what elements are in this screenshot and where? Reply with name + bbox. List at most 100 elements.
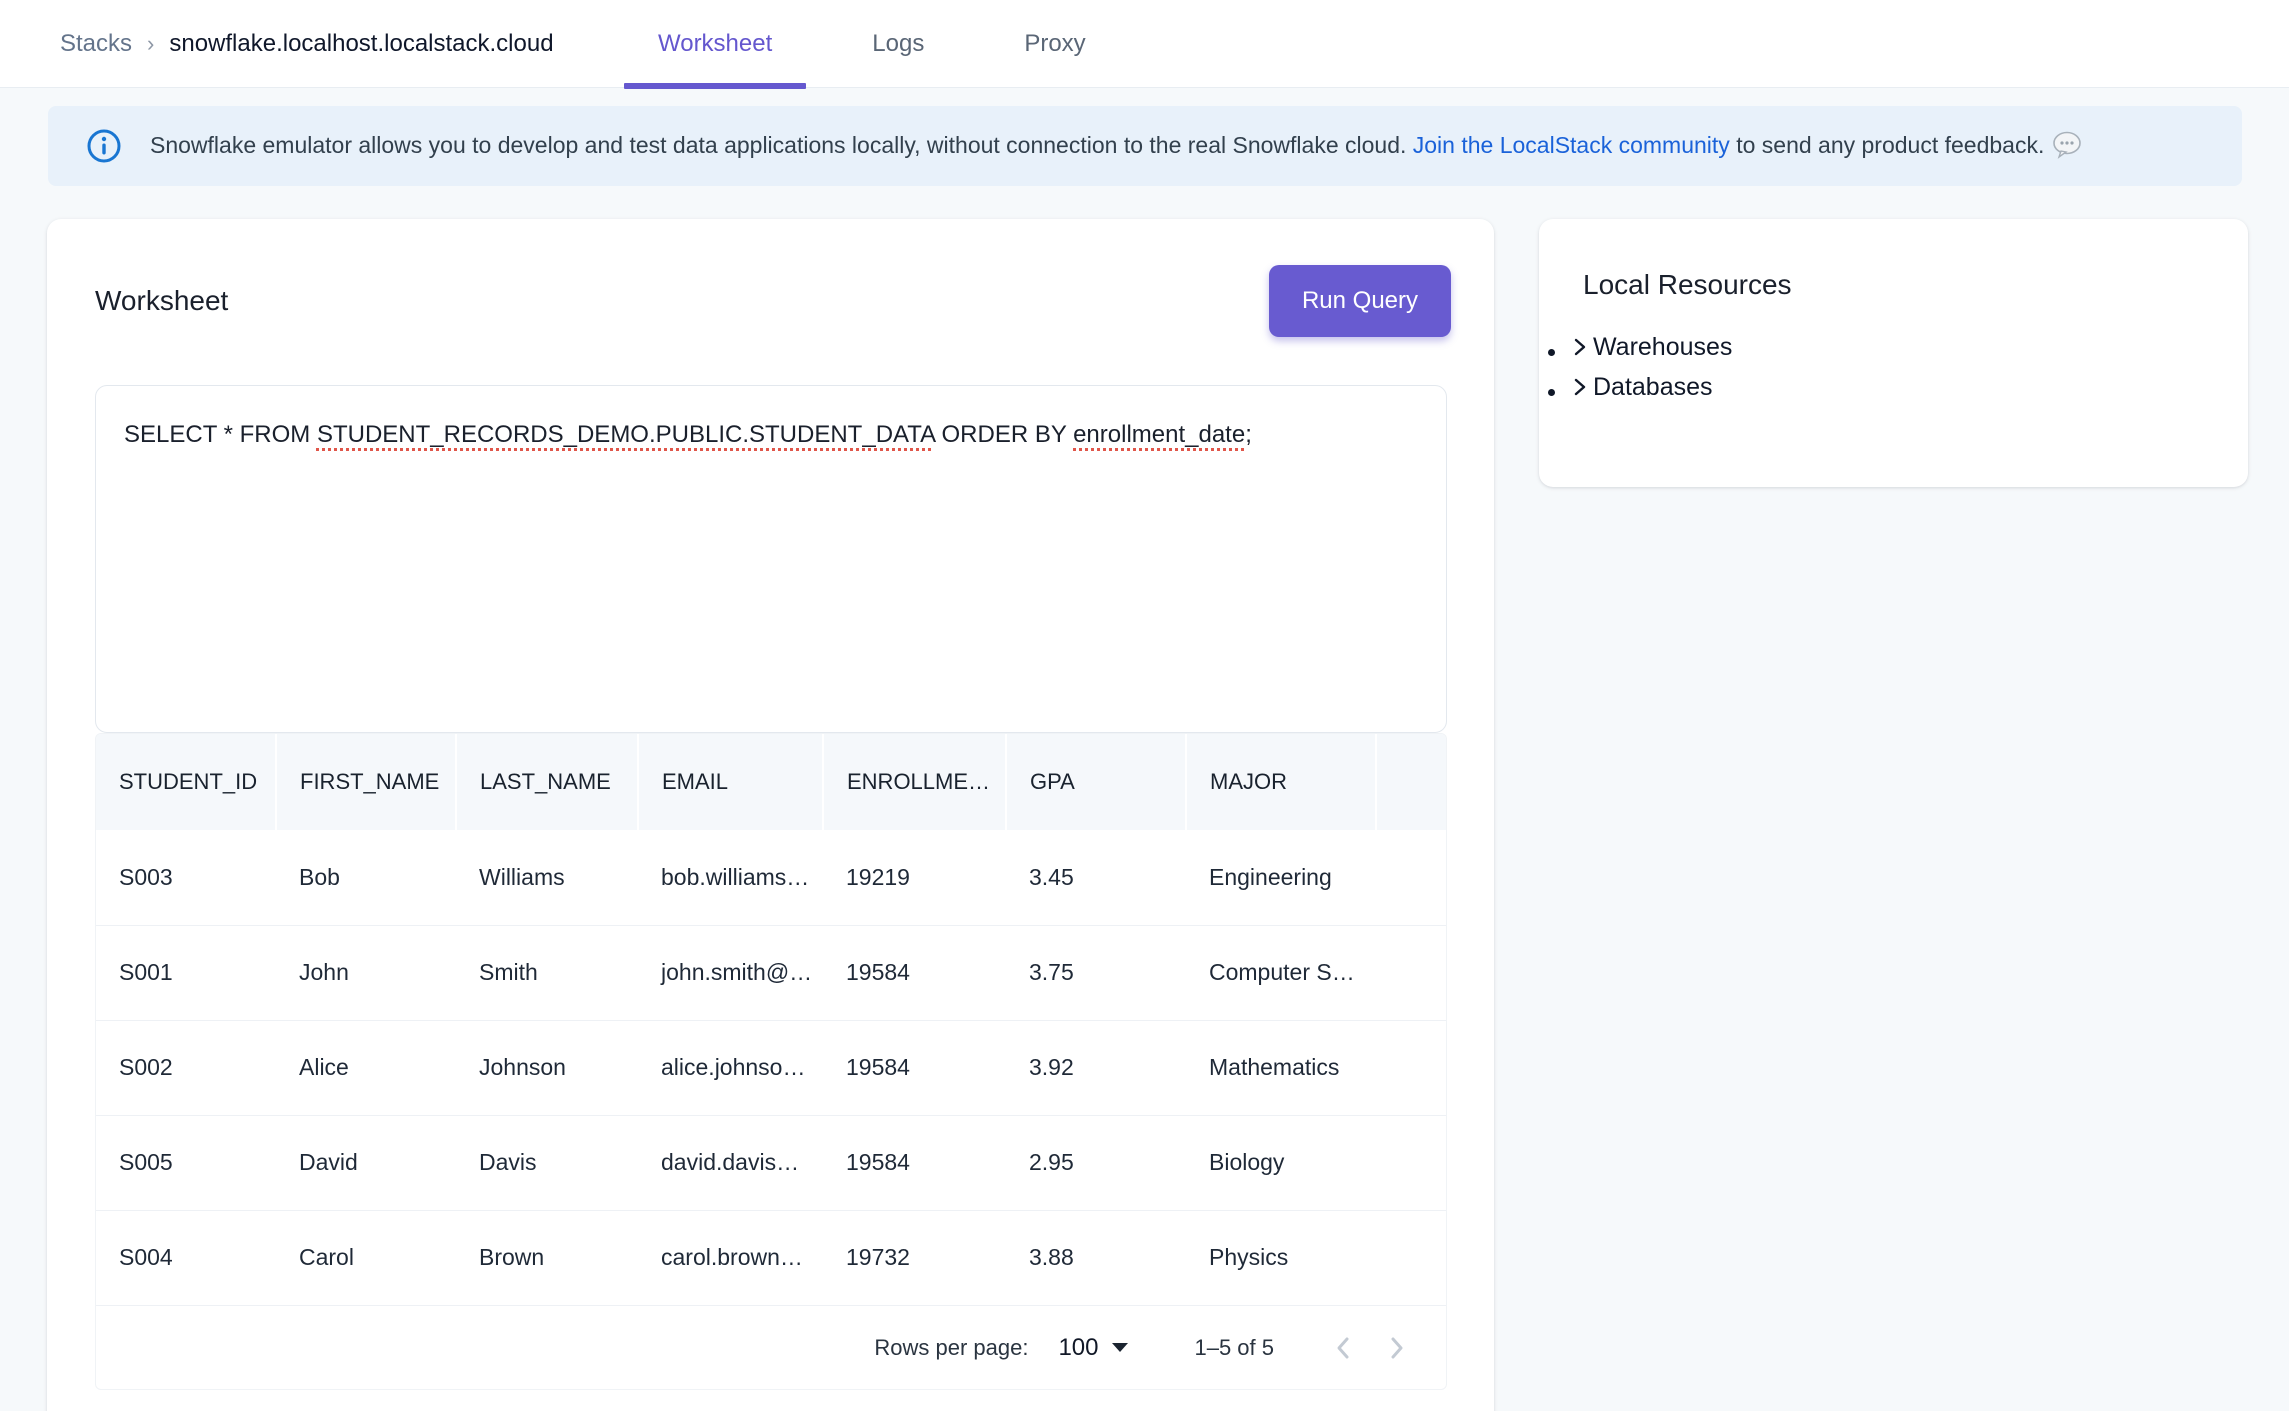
local-resources-list: Warehouses Databases [1569,329,2248,409]
column-header-gpa[interactable]: GPA [1006,734,1187,830]
column-header-last-name[interactable]: LAST_NAME [456,734,639,830]
table-row[interactable]: S005 David Davis david.davis… 19584 2.95… [96,1115,1446,1210]
local-resources-title: Local Resources [1583,269,1792,300]
chevron-left-icon [1337,1337,1349,1358]
table-cell: 19584 [846,1054,910,1080]
next-page-button[interactable] [1370,1322,1422,1374]
chevron-right-icon [1574,338,1586,356]
rows-per-page-select[interactable]: 100 [1058,1333,1129,1362]
sql-text-orderby: ORDER BY [934,421,1074,448]
banner-text: Snowflake emulator allows you to develop… [150,131,2082,161]
table-cell: john.smith@… [661,959,813,985]
table-cell: Williams [479,863,565,890]
table-cell: Smith [479,959,538,985]
table-cell: Computer S… [1209,959,1355,985]
table-cell [1376,1210,1446,1305]
banner-text-before: Snowflake emulator allows you to develop… [150,132,1413,159]
table-cell: David [299,1149,358,1175]
table-cell: Brown [479,1244,545,1271]
chevron-right-icon [1391,1337,1403,1358]
speech-bubble-icon [2053,131,2082,159]
sql-order-column: enrollment_date [1073,421,1246,448]
resource-label: Databases [1593,373,1713,401]
table-cell: Biology [1209,1149,1285,1175]
table-cell [1376,925,1446,1020]
table-cell: Carol [299,1244,354,1271]
table-cell [1376,1020,1446,1115]
query-results-table: STUDENT_ID FIRST_NAME LAST_NAME EMAIL EN… [95,733,1447,1390]
sql-table-reference: STUDENT_RECORDS_DEMO.PUBLIC.STUDENT_DATA [316,421,935,448]
table-row[interactable]: S001 John Smith john.smith@… 19584 3.75 … [96,925,1446,1020]
results-table: STUDENT_ID FIRST_NAME LAST_NAME EMAIL EN… [96,734,1446,1305]
column-header-enrollment-date[interactable]: ENROLLME… [823,734,1007,830]
sql-text-semicolon: ; [1245,421,1252,448]
table-cell: 2.95 [1029,1149,1074,1175]
table-cell: S001 [119,959,173,985]
worksheet-title: Worksheet [95,285,229,316]
table-cell: Alice [299,1054,349,1080]
column-header-email[interactable]: EMAIL [638,734,824,830]
breadcrumb-separator: › [147,31,155,56]
caret-down-icon [1112,1343,1129,1352]
table-cell: Mathematics [1209,1054,1340,1080]
rows-per-page-value: 100 [1058,1333,1099,1361]
resource-item-warehouses[interactable]: Warehouses [1569,329,2248,369]
localstack-community-link[interactable]: Join the LocalStack community [1412,132,1730,159]
table-cell [1376,1115,1446,1210]
table-cell: Engineering [1209,863,1332,890]
table-cell: 19732 [846,1244,910,1271]
table-cell [1376,830,1446,925]
table-cell: 19584 [846,1149,910,1175]
worksheet-header: Worksheet Run Query [95,264,1451,338]
local-resources-panel: Local Resources Warehouses Databases [1539,219,2248,487]
run-query-button[interactable]: Run Query [1269,265,1451,337]
table-header-row: STUDENT_ID FIRST_NAME LAST_NAME EMAIL EN… [96,734,1446,830]
table-cell: carol.brown… [661,1244,803,1271]
table-cell: Davis [479,1149,537,1175]
column-header-major[interactable]: MAJOR [1186,734,1377,830]
table-row[interactable]: S002 Alice Johnson alice.johnso… 19584 3… [96,1020,1446,1115]
resource-label: Warehouses [1593,333,1733,361]
table-row[interactable]: S003 Bob Williams bob.williams… 19219 3.… [96,830,1446,925]
top-navigation-bar: Stacks › snowflake.localhost.localstack.… [0,0,2289,89]
table-cell: S003 [119,863,173,890]
table-cell: alice.johnso… [661,1054,806,1080]
banner-text-after: to send any product feedback. [1729,132,2045,159]
breadcrumb: Stacks › snowflake.localhost.localstack.… [60,0,554,88]
info-icon [87,129,121,163]
column-header-student-id[interactable]: STUDENT_ID [96,734,277,830]
sql-text-select: SELECT * FROM [124,421,317,448]
table-cell: 3.88 [1029,1244,1074,1271]
breadcrumb-stack-domain: snowflake.localhost.localstack.cloud [169,30,554,57]
table-cell: S004 [119,1244,173,1271]
tab-worksheet[interactable]: Worksheet [624,0,807,89]
info-banner: Snowflake emulator allows you to develop… [48,106,2242,186]
tab-logs[interactable]: Logs [872,30,925,57]
sql-editor[interactable]: SELECT * FROM STUDENT_RECORDS_DEMO.PUBLI… [95,385,1447,733]
previous-page-button[interactable] [1318,1322,1370,1374]
table-cell: Bob [299,863,340,890]
column-header-first-name[interactable]: FIRST_NAME [276,734,457,830]
table-row[interactable]: S004 Carol Brown carol.brown… 19732 3.88… [96,1210,1446,1305]
table-cell: John [299,959,349,985]
table-header: STUDENT_ID FIRST_NAME LAST_NAME EMAIL EN… [96,734,1446,830]
worksheet-card: Worksheet Run Query SELECT * FROM STUDEN… [47,219,1494,1411]
table-body: S003 Bob Williams bob.williams… 19219 3.… [96,830,1446,1305]
table-pagination: Rows per page: 100 1–5 of 5 [96,1305,1446,1389]
pagination-range: 1–5 of 5 [1194,1334,1274,1360]
table-cell: 3.75 [1029,959,1074,985]
table-cell: 19219 [846,863,910,890]
breadcrumb-stacks[interactable]: Stacks [60,30,133,57]
table-cell: S005 [119,1149,173,1175]
tab-proxy[interactable]: Proxy [1024,30,1086,57]
table-cell: 19584 [846,959,910,985]
table-cell: 3.92 [1029,1054,1074,1080]
table-cell: Physics [1209,1244,1289,1271]
table-cell: 3.45 [1029,863,1074,890]
chevron-right-icon [1574,378,1586,396]
rows-per-page-label: Rows per page: [874,1334,1029,1360]
column-header-empty [1376,734,1446,830]
table-cell: Johnson [479,1054,566,1080]
table-cell: S002 [119,1054,173,1080]
resource-item-databases[interactable]: Databases [1569,369,2248,409]
